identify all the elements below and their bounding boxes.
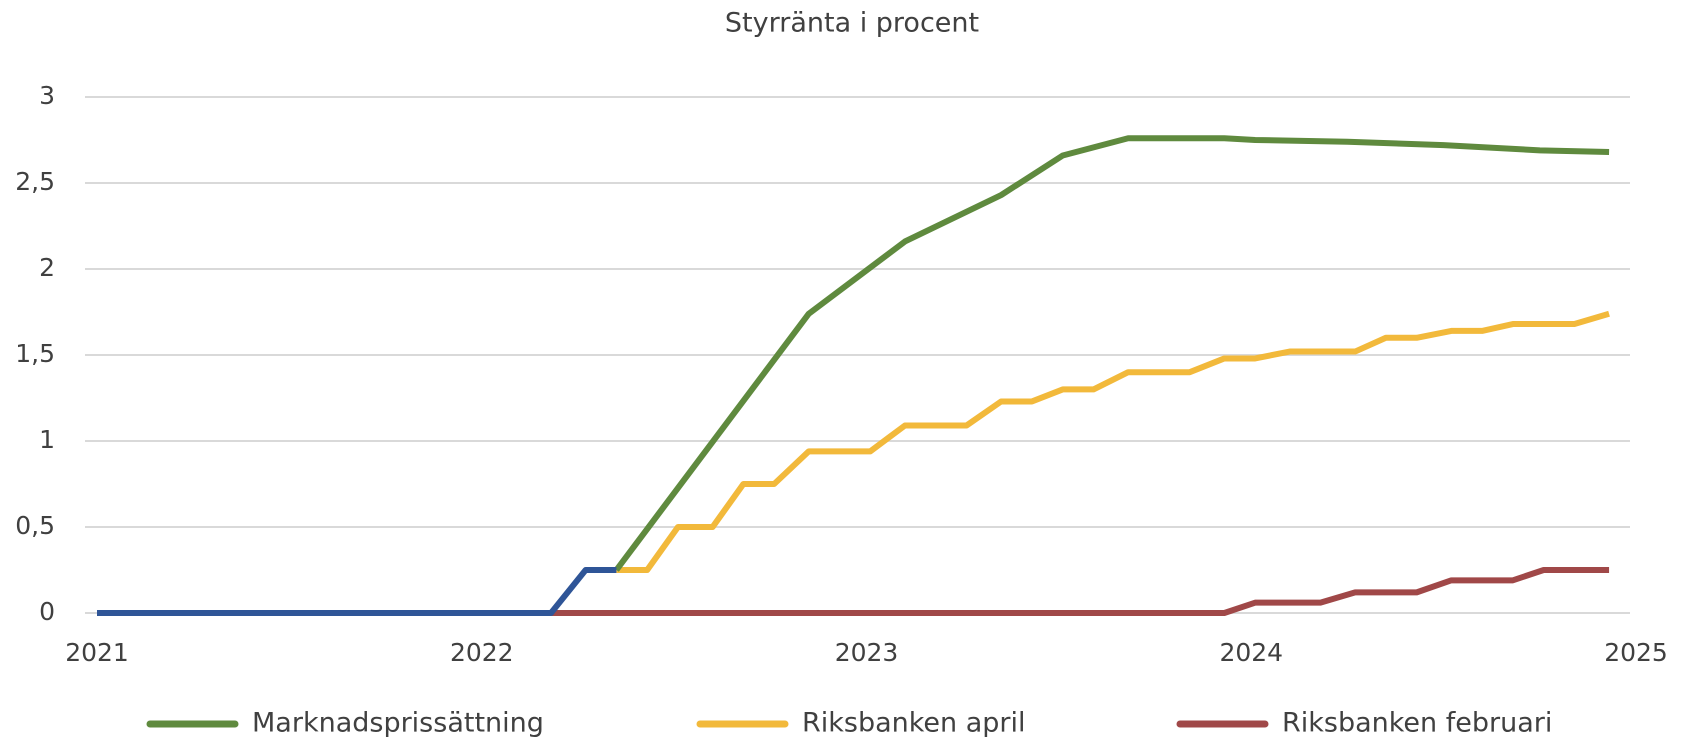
y-tick-label: 2,5 xyxy=(15,167,55,196)
series-line xyxy=(97,567,617,616)
x-tick-label: 2022 xyxy=(450,638,514,667)
y-tick-label: 2 xyxy=(39,253,55,282)
legend-label: Marknadsprissättning xyxy=(252,708,544,739)
x-tick-label: 2023 xyxy=(835,638,899,667)
series-line xyxy=(616,310,1610,573)
series-line xyxy=(551,567,1610,616)
y-tick-label: 0 xyxy=(39,597,55,626)
legend-label: Riksbanken februari xyxy=(1282,708,1552,739)
x-tick-label: 2021 xyxy=(65,638,129,667)
y-tick-label: 3 xyxy=(39,81,55,110)
x-tick-label: 2025 xyxy=(1604,638,1668,667)
y-tick-label: 1 xyxy=(39,425,55,454)
y-tick-label: 1,5 xyxy=(15,339,55,368)
y-tick-label: 0,5 xyxy=(15,511,55,540)
legend-label: Riksbanken april xyxy=(802,708,1026,739)
x-tick-label: 2024 xyxy=(1219,638,1283,667)
chart-title: Styrränta i procent xyxy=(725,8,979,39)
series-line xyxy=(614,135,1610,572)
